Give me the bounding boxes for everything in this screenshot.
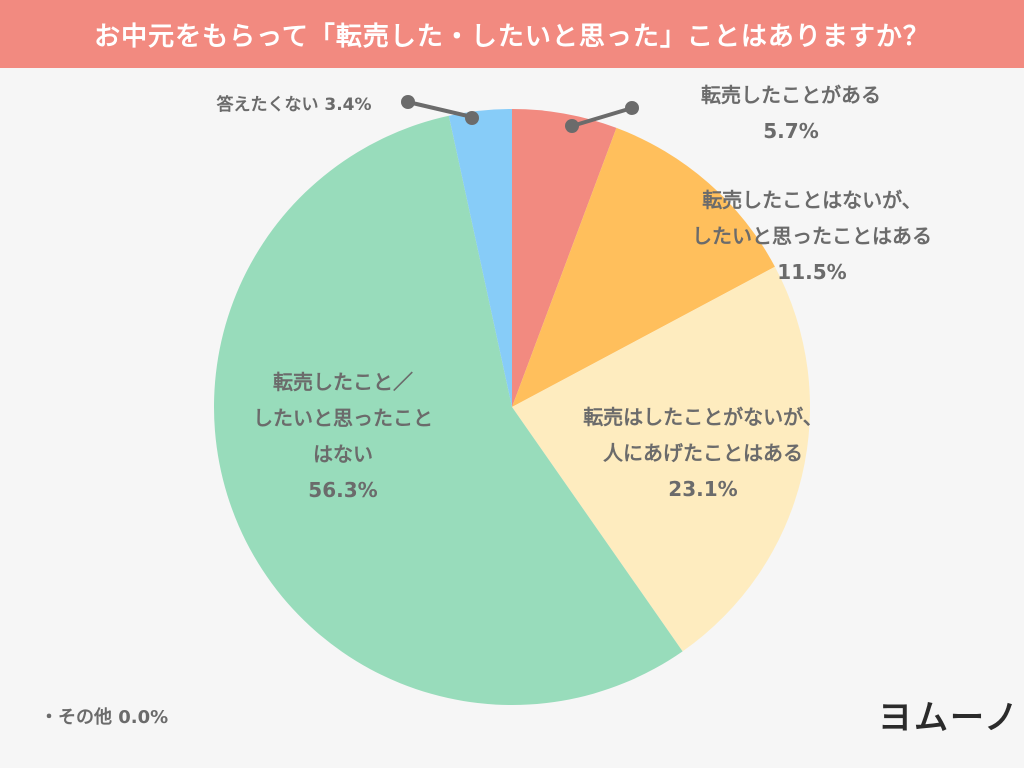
header-bar: お中元をもらって「転売した・したいと思った」ことはありますか？ <box>0 0 1024 68</box>
slice-label-s2: 転売はしたことがないが、人にあげたことはある 23.1% <box>583 405 823 501</box>
slice-label-line: 転売したことがある <box>701 83 881 107</box>
slice-label-s0: 転売したことがある 5.7% <box>701 83 881 143</box>
chart-title: お中元をもらって「転売した・したいと思った」ことはありますか？ <box>94 21 930 52</box>
slice-label-line: はない <box>313 442 373 466</box>
slice-label-line: 転売したことはないが、 <box>702 188 922 212</box>
slice-labels: 転売したことがある 5.7% 転売したことはないが、したいと思ったことはある 11.5… <box>216 83 932 502</box>
pie-slice <box>448 109 512 407</box>
slice-label-s3: 転売したこと／ したいと思ったことはない 56.3% <box>253 370 433 502</box>
slice-label-line: したいと思ったことはある <box>692 224 932 248</box>
leader-dot <box>565 119 579 133</box>
leader-line <box>570 106 634 128</box>
slice-label-s1: 転売したことはないが、したいと思ったことはある 11.5% <box>692 188 932 284</box>
slice-label-line: 人にあげたことはある <box>603 441 803 465</box>
slice-label-line: 転売したこと／ <box>273 370 413 394</box>
brand-logo: ヨムーノ <box>878 690 1018 742</box>
slice-label-line: 答えたくない 3.4% <box>216 94 371 115</box>
leader-dot <box>625 101 639 115</box>
pie-slices <box>213 109 810 705</box>
pie-slice <box>213 115 683 705</box>
other-note: ・その他 0.0% <box>40 707 169 728</box>
leader-dot <box>465 111 479 125</box>
pie-slice <box>512 109 617 407</box>
leader-dot <box>401 95 415 109</box>
slice-label-s4: 答えたくない 3.4% <box>216 94 371 115</box>
leader-lines <box>401 95 639 133</box>
slice-label-line: 23.1% <box>668 477 737 501</box>
slice-label-line: 転売はしたことがないが、 <box>583 405 823 429</box>
pie-slice <box>512 266 810 652</box>
slice-label-line: したいと思ったこと <box>253 406 433 430</box>
leader-line <box>406 100 474 120</box>
slice-label-line: 11.5% <box>777 260 846 284</box>
slice-label-line: 5.7% <box>763 119 818 143</box>
slice-label-line: 56.3% <box>308 478 377 502</box>
pie-slice <box>512 127 775 407</box>
brand-logo-text: ヨムーノ <box>878 698 1020 738</box>
